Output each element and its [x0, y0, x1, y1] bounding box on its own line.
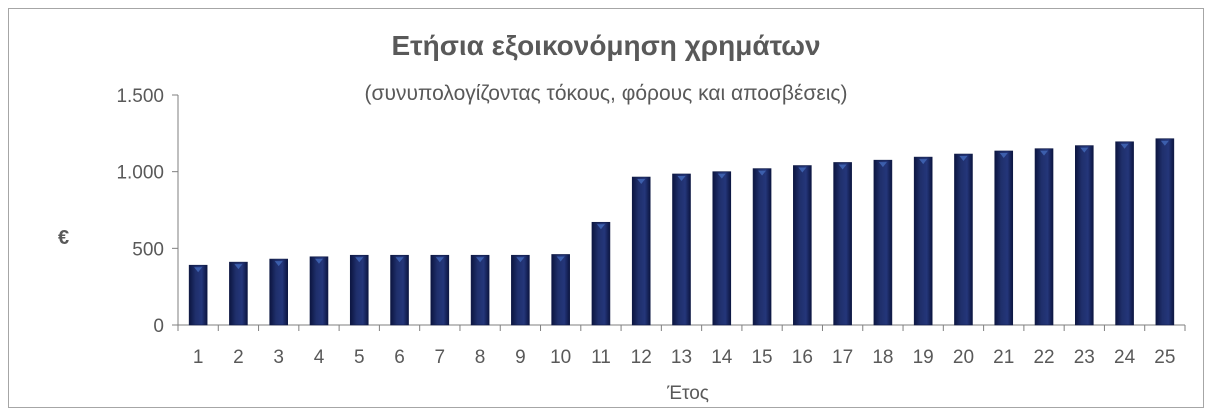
- bar-marker: [919, 159, 928, 165]
- bar: [994, 150, 1014, 326]
- x-axis: 1 2 3 4 5 6 7 8 9 10 11 12 13 14 15 16 17 18 19 20 21 22 23 24 2…: [177, 324, 1186, 368]
- x-tick-label: 10: [550, 347, 571, 368]
- bar: [591, 221, 611, 326]
- bar: [551, 254, 570, 326]
- bar-marker: [395, 257, 404, 263]
- x-tick-label: 6: [394, 347, 405, 368]
- x-tick-label: 5: [354, 347, 365, 368]
- x-tick-label: 15: [751, 347, 772, 368]
- bar: [793, 165, 812, 326]
- y-tick-label: 1.000: [116, 163, 164, 184]
- bar-marker: [1120, 143, 1129, 149]
- x-tick-label: 12: [631, 347, 652, 368]
- bar-marker: [435, 257, 444, 263]
- x-tick-label: 19: [913, 347, 934, 368]
- bar: [390, 254, 409, 326]
- y-tick-label: 0: [153, 316, 164, 337]
- bar-marker: [959, 156, 968, 162]
- bar-marker: [596, 224, 605, 230]
- x-tick-label: 18: [872, 347, 893, 368]
- x-tick-label: 16: [792, 347, 813, 368]
- bar-marker: [878, 162, 887, 168]
- chart-title: Ετήσια εξοικονόμηση χρημάτων: [391, 30, 821, 61]
- bar: [229, 261, 248, 326]
- y-axis-label: €: [58, 227, 69, 249]
- bar: [873, 159, 893, 326]
- x-tick-label: 20: [953, 347, 974, 368]
- bar: [1034, 148, 1054, 326]
- bar: [672, 173, 691, 326]
- bar: [349, 254, 369, 326]
- bar: [712, 171, 732, 326]
- x-axis-label: Έτος: [666, 383, 709, 404]
- x-tick-label: 7: [435, 347, 446, 368]
- x-tick-label: 1: [193, 347, 204, 368]
- bar: [752, 168, 772, 326]
- bar: [954, 153, 973, 326]
- bar-marker: [798, 167, 807, 173]
- bar-marker: [637, 179, 646, 185]
- bar-marker: [758, 170, 767, 176]
- bar: [1115, 141, 1134, 326]
- x-tick-label: 13: [671, 347, 692, 368]
- bar: [309, 256, 329, 326]
- bar-marker: [1040, 150, 1049, 156]
- bar-marker: [556, 256, 565, 262]
- bars: [188, 138, 1175, 326]
- bar-marker: [1160, 140, 1169, 146]
- bar: [913, 156, 933, 326]
- x-tick-label: 22: [1033, 347, 1054, 368]
- bar-marker: [314, 258, 323, 264]
- bar-marker: [355, 257, 364, 263]
- bar-marker: [999, 152, 1008, 158]
- bar: [631, 176, 651, 326]
- bar: [511, 254, 530, 326]
- x-tick-label: 14: [711, 347, 733, 368]
- bar-marker: [838, 164, 847, 170]
- x-tick-label: 4: [314, 347, 325, 368]
- x-tick-label: 17: [832, 347, 853, 368]
- bar: [833, 162, 852, 326]
- bar-marker: [476, 257, 485, 263]
- bar: [470, 254, 490, 326]
- bar-marker: [274, 261, 283, 267]
- x-tick-label: 9: [515, 347, 526, 368]
- y-tick-label: 1.500: [116, 86, 164, 107]
- bar: [1155, 138, 1175, 326]
- x-tick-label: 21: [993, 347, 1014, 368]
- bar-marker: [234, 264, 243, 270]
- x-tick-label: 3: [273, 347, 284, 368]
- bar: [1075, 145, 1094, 326]
- x-tick-label: 8: [475, 347, 486, 368]
- x-tick-label: 24: [1114, 347, 1136, 368]
- bar: [188, 264, 208, 326]
- y-tick-label: 500: [132, 239, 164, 260]
- x-tick-label: 2: [233, 347, 244, 368]
- x-tick-label: 23: [1074, 347, 1095, 368]
- x-tick-label: 25: [1154, 347, 1175, 368]
- bar-marker: [1080, 147, 1089, 153]
- x-tick-label: 11: [591, 347, 611, 368]
- bar-marker: [717, 173, 726, 179]
- bar-marker: [516, 257, 525, 263]
- bar-marker: [677, 175, 686, 181]
- bar-marker: [194, 267, 203, 273]
- bar: [430, 254, 450, 326]
- y-axis: 0 500 1.000 1.500: [116, 86, 179, 337]
- chart-subtitle: (συνυπολογίζοντας τόκους, φόρους και απο…: [364, 82, 848, 105]
- bar: [269, 258, 289, 326]
